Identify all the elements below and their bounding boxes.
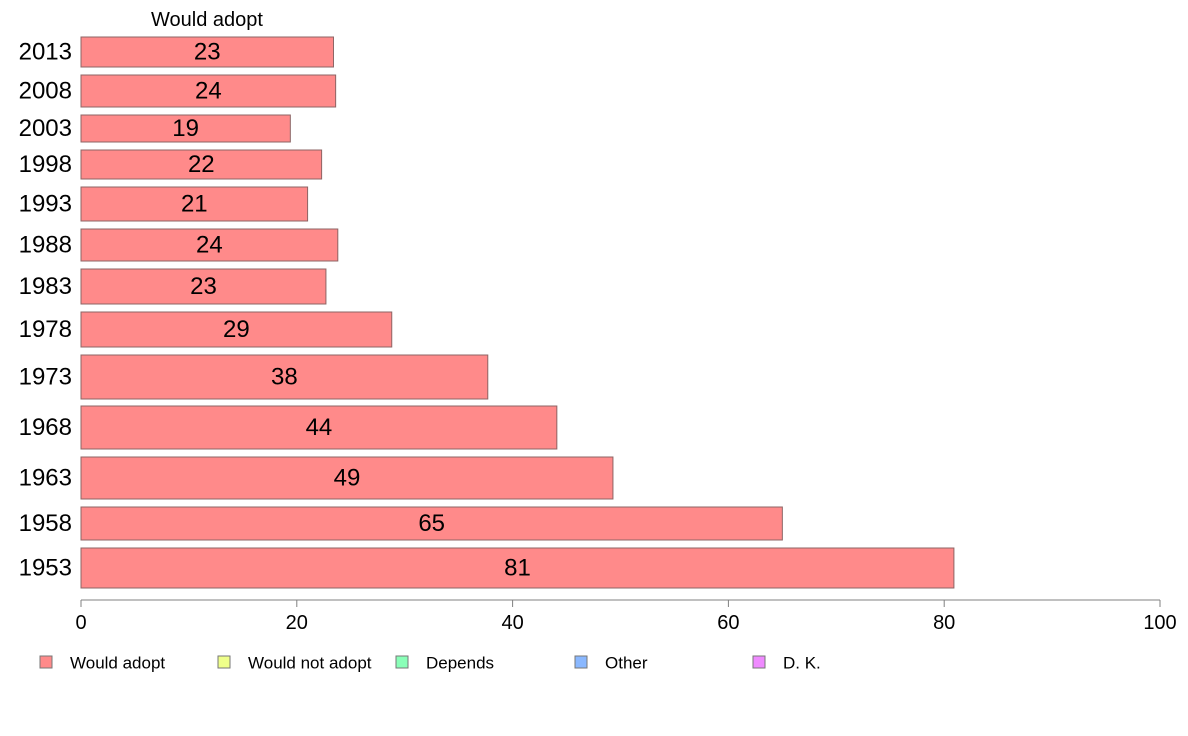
legend-swatch-other	[574, 655, 588, 669]
legend: Would adopt Would not adopt Depends Other D.…	[39, 654, 821, 673]
x-axis: 0 20 40 60 80 100	[75, 599, 1177, 634]
bar-1998	[80, 149, 323, 180]
y-tick-label-1978: 1978	[19, 316, 72, 343]
bar-1988	[80, 228, 339, 262]
bar-1953	[80, 547, 955, 589]
bar-2008	[80, 74, 337, 108]
bar-1958	[80, 506, 783, 541]
x-tick-label-100: 100	[1143, 612, 1176, 634]
legend-swatch-d-k	[752, 655, 766, 669]
legend-label-other: Other	[605, 654, 648, 673]
legend-swatch-would-not-adopt	[217, 655, 231, 669]
y-tick-label-1998: 1998	[19, 151, 72, 178]
x-tick-label-80: 80	[933, 612, 955, 634]
data-label-2003: 19	[172, 115, 199, 142]
x-tick-label-20: 20	[286, 612, 308, 634]
legend-label-would-adopt: Would adopt	[70, 654, 165, 673]
y-tick-label-1953: 1953	[19, 555, 72, 582]
data-label-1998: 22	[188, 151, 215, 178]
y-tick-label-1973: 1973	[19, 364, 72, 391]
y-tick-label-1958: 1958	[19, 510, 72, 537]
data-label-1983: 23	[190, 273, 217, 300]
data-label-1958: 65	[418, 510, 445, 537]
bar-1963	[80, 456, 614, 500]
y-tick-label-2008: 2008	[19, 78, 72, 105]
y-tick-label-1983: 1983	[19, 273, 72, 300]
bar-2013	[80, 36, 334, 68]
bar-1973	[80, 354, 489, 400]
legend-swatch-depends	[395, 655, 409, 669]
y-tick-label-1968: 1968	[19, 414, 72, 441]
y-tick-label-1993: 1993	[19, 191, 72, 218]
chart-title: Would adopt	[151, 9, 263, 31]
bar-1993	[80, 186, 309, 222]
data-label-1978: 29	[223, 316, 250, 343]
legend-label-would-not-adopt: Would not adopt	[248, 654, 372, 673]
x-tick-label-60: 60	[717, 612, 739, 634]
data-label-1953: 81	[504, 555, 531, 582]
data-label-1968: 44	[306, 414, 333, 441]
legend-label-depends: Depends	[426, 654, 494, 673]
data-label-2013: 23	[194, 39, 221, 66]
bar-2003	[80, 114, 291, 143]
bar-1968	[80, 405, 558, 450]
y-tick-label-2003: 2003	[19, 115, 72, 142]
bar-1983	[80, 268, 327, 305]
x-tick-label-0: 0	[75, 612, 86, 634]
bar-1978	[80, 311, 393, 348]
data-label-1963: 49	[334, 465, 361, 492]
data-label-1993: 21	[181, 191, 208, 218]
legend-label-d-k: D. K.	[783, 654, 821, 673]
x-tick-label-40: 40	[501, 612, 523, 634]
y-tick-label-1988: 1988	[19, 232, 72, 259]
data-label-2008: 24	[195, 78, 222, 105]
y-axis-labels: 2013 2008 2003 1998 1993 1988 1983 1978 1973 1968…	[19, 39, 72, 582]
y-tick-label-1963: 1963	[19, 465, 72, 492]
y-tick-label-2013: 2013	[19, 39, 72, 66]
data-label-1973: 38	[271, 364, 298, 391]
legend-swatch-would-adopt	[39, 655, 53, 669]
data-label-1988: 24	[196, 232, 223, 259]
